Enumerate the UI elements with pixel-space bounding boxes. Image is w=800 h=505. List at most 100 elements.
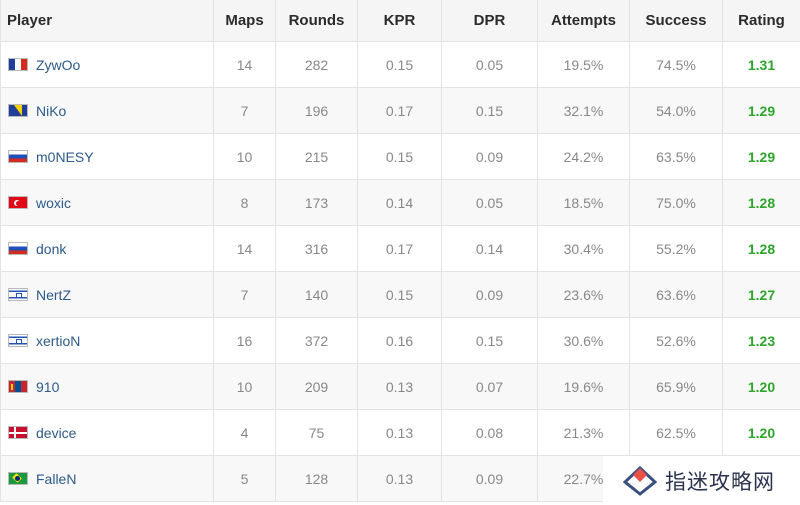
maps-cell: 10	[213, 133, 276, 180]
attempts-cell: 18.5%	[537, 179, 630, 226]
table-row: woxic 8 173 0.14 0.05 18.5% 75.0% 1.28	[0, 179, 800, 226]
dpr-cell: 0.09	[441, 271, 538, 318]
attempts-cell: 24.2%	[537, 133, 630, 180]
player-name-link[interactable]: NertZ	[36, 286, 71, 303]
player-cell: xertioN	[0, 317, 214, 364]
rounds-cell: 128	[275, 455, 358, 502]
diamond-logo-icon	[623, 465, 657, 496]
table-row: ZywOo 14 282 0.15 0.05 19.5% 74.5% 1.31	[0, 41, 800, 88]
success-cell: 75.0%	[629, 179, 723, 226]
rounds-cell: 173	[275, 179, 358, 226]
player-name-link[interactable]: FalleN	[36, 470, 77, 487]
player-name-link[interactable]: 910	[36, 378, 60, 395]
header-maps[interactable]: Maps	[213, 0, 276, 42]
rounds-cell: 196	[275, 87, 358, 134]
maps-cell: 10	[213, 363, 276, 410]
maps-cell: 7	[213, 271, 276, 318]
player-name-link[interactable]: NiKo	[36, 102, 67, 119]
header-rating[interactable]: Rating	[722, 0, 800, 42]
player-name-link[interactable]: device	[36, 424, 77, 441]
header-rounds[interactable]: Rounds	[275, 0, 358, 42]
dpr-cell: 0.15	[441, 87, 538, 134]
player-name-link[interactable]: ZywOo	[36, 56, 81, 73]
attempts-cell: 19.6%	[537, 363, 630, 410]
attempts-cell: 30.4%	[537, 225, 630, 272]
dpr-cell: 0.07	[441, 363, 538, 410]
player-cell: NertZ	[0, 271, 214, 318]
kpr-cell: 0.17	[357, 225, 442, 272]
player-cell: FalleN	[0, 455, 214, 502]
table-row: xertioN 16 372 0.16 0.15 30.6% 52.6% 1.2…	[0, 317, 800, 364]
maps-cell: 14	[213, 225, 276, 272]
kpr-cell: 0.14	[357, 179, 442, 226]
rounds-cell: 209	[275, 363, 358, 410]
denmark-flag-icon	[8, 426, 28, 439]
dpr-cell: 0.09	[441, 133, 538, 180]
table-row: NertZ 7 140 0.15 0.09 23.6% 63.6% 1.27	[0, 271, 800, 318]
dpr-cell: 0.08	[441, 409, 538, 456]
player-cell: 910	[0, 363, 214, 410]
russia-flag-icon	[8, 242, 28, 255]
table-row: m0NESY 10 215 0.15 0.09 24.2% 63.5% 1.29	[0, 133, 800, 180]
turkey-flag-icon	[8, 196, 28, 209]
israel-flag-icon	[8, 334, 28, 347]
player-cell: device	[0, 409, 214, 456]
russia-flag-icon	[8, 150, 28, 163]
player-cell: m0NESY	[0, 133, 214, 180]
rating-cell: 1.23	[722, 317, 800, 364]
rating-cell: 1.28	[722, 225, 800, 272]
header-success[interactable]: Success	[629, 0, 723, 42]
success-cell: 74.5%	[629, 41, 723, 88]
table-row: 910 10 209 0.13 0.07 19.6% 65.9% 1.20	[0, 363, 800, 410]
dpr-cell: 0.05	[441, 41, 538, 88]
watermark: 指迷攻略网	[603, 456, 800, 505]
maps-cell: 7	[213, 87, 276, 134]
rounds-cell: 215	[275, 133, 358, 180]
rating-cell: 1.20	[722, 363, 800, 410]
brazil-flag-icon	[8, 472, 28, 485]
attempts-cell: 21.3%	[537, 409, 630, 456]
table-body: ZywOo 14 282 0.15 0.05 19.5% 74.5% 1.31 …	[0, 41, 800, 502]
attempts-cell: 30.6%	[537, 317, 630, 364]
header-attempts[interactable]: Attempts	[537, 0, 630, 42]
header-player[interactable]: Player	[0, 0, 214, 42]
success-cell: 65.9%	[629, 363, 723, 410]
maps-cell: 16	[213, 317, 276, 364]
success-cell: 54.0%	[629, 87, 723, 134]
rounds-cell: 140	[275, 271, 358, 318]
rating-cell: 1.29	[722, 87, 800, 134]
rating-cell: 1.31	[722, 41, 800, 88]
kpr-cell: 0.13	[357, 455, 442, 502]
success-cell: 63.5%	[629, 133, 723, 180]
dpr-cell: 0.05	[441, 179, 538, 226]
rounds-cell: 372	[275, 317, 358, 364]
dpr-cell: 0.14	[441, 225, 538, 272]
france-flag-icon	[8, 58, 28, 71]
rating-cell: 1.27	[722, 271, 800, 318]
player-name-link[interactable]: xertioN	[36, 332, 81, 349]
kpr-cell: 0.17	[357, 87, 442, 134]
attempts-cell: 23.6%	[537, 271, 630, 318]
player-cell: woxic	[0, 179, 214, 226]
dpr-cell: 0.09	[441, 455, 538, 502]
rounds-cell: 316	[275, 225, 358, 272]
watermark-text: 指迷攻略网	[665, 469, 775, 494]
rounds-cell: 282	[275, 41, 358, 88]
header-kpr[interactable]: KPR	[357, 0, 442, 42]
kpr-cell: 0.13	[357, 409, 442, 456]
kpr-cell: 0.15	[357, 271, 442, 318]
header-dpr[interactable]: DPR	[441, 0, 538, 42]
player-name-link[interactable]: donk	[36, 240, 67, 257]
kpr-cell: 0.15	[357, 41, 442, 88]
israel-flag-icon	[8, 288, 28, 301]
player-name-link[interactable]: m0NESY	[36, 148, 94, 165]
header-row: Player Maps Rounds KPR DPR Attempts Succ…	[0, 0, 800, 42]
attempts-cell: 32.1%	[537, 87, 630, 134]
player-cell: NiKo	[0, 87, 214, 134]
maps-cell: 8	[213, 179, 276, 226]
rating-cell: 1.28	[722, 179, 800, 226]
player-cell: donk	[0, 225, 214, 272]
player-name-link[interactable]: woxic	[36, 194, 72, 211]
maps-cell: 4	[213, 409, 276, 456]
